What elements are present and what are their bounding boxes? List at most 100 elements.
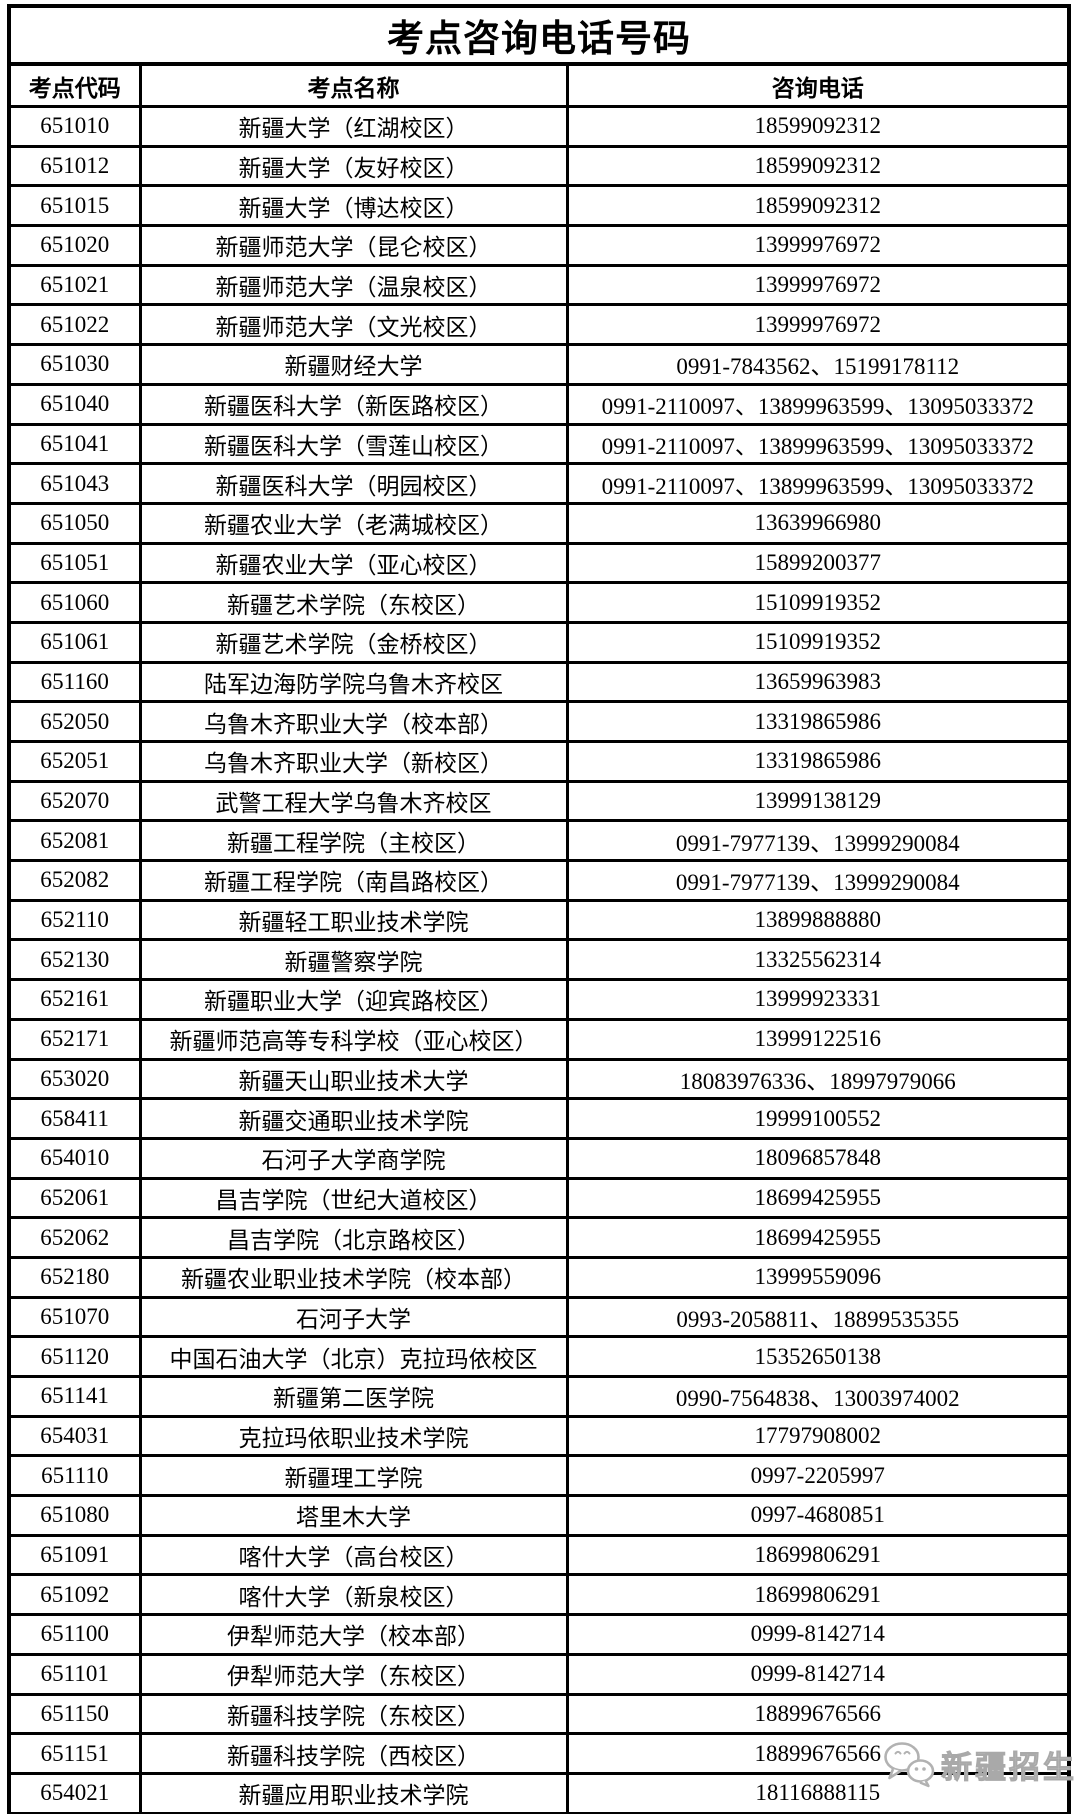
site-name-cell: 中国石油大学（北京）克拉玛依校区 [138,1335,569,1378]
site-name-cell: 新疆警察学院 [138,938,569,982]
phone-cell: 0999-8142714 [565,1613,1071,1656]
site-code-cell: 653020 [7,1057,142,1101]
table-row: 652130 新疆警察学院 13325562314 [7,938,1071,982]
phone-cell: 0991-2110097、13899963599、13095033372 [565,462,1071,505]
site-code-cell: 654010 [7,1136,142,1180]
site-code-cell: 651120 [7,1335,142,1378]
phone-cell: 0991-7977139、13999290084 [565,859,1071,902]
col-header-site-code: 考点代码 [7,62,142,108]
site-code-cell: 651070 [7,1295,142,1339]
site-code-cell: 651043 [7,462,142,505]
site-code-cell: 651015 [7,184,142,228]
phone-cell: 0991-7843562、15199178112 [565,343,1071,386]
phone-cell: 18699425955 [565,1216,1071,1259]
table-row: 652051 乌鲁木齐职业大学（新校区） 13319865986 [7,740,1071,783]
phone-cell: 0997-2205997 [565,1454,1071,1498]
phone-cell: 15899200377 [565,541,1071,585]
site-name-cell: 新疆农业大学（亚心校区） [138,541,569,585]
phone-cell: 13999138129 [565,779,1071,823]
phone-cell: 13999976972 [565,263,1071,307]
site-code-cell: 651022 [7,303,142,347]
site-code-cell: 652110 [7,898,142,942]
table-row: 651060 新疆艺术学院（东校区） 15109919352 [7,581,1071,624]
phone-cell: 15352650138 [565,1335,1071,1378]
site-name-cell: 喀什大学（新泉校区） [138,1573,569,1617]
phone-cell: 0990-7564838、13003974002 [565,1375,1071,1418]
site-code-cell: 651012 [7,144,142,188]
phone-cell: 13325562314 [565,938,1071,982]
phone-cell: 18096857848 [565,1136,1071,1180]
table-row: 651141 新疆第二医学院 0990-7564838、13003974002 [7,1375,1071,1418]
table-row: 651101 伊犁师范大学（东校区） 0999-8142714 [7,1652,1071,1696]
table-row: 651091 喀什大学（高台校区） 18699806291 [7,1533,1071,1577]
table-row: 654031 克拉玛依职业技术学院 17797908002 [7,1414,1071,1458]
phone-cell: 18699806291 [565,1533,1071,1577]
phone-cell: 15109919352 [565,620,1071,664]
site-code-cell: 652171 [7,1017,142,1061]
phone-cell: 13999559096 [565,1255,1071,1299]
site-name-cell: 新疆艺术学院（东校区） [138,581,569,624]
site-name-cell: 新疆农业大学（老满城校区） [138,501,569,545]
table-row: 651010 新疆大学（红湖校区） 18599092312 [7,105,1071,148]
site-code-cell: 658411 [7,1097,142,1140]
table-row: 652070 武警工程大学乌鲁木齐校区 13999138129 [7,779,1071,823]
site-name-cell: 克拉玛依职业技术学院 [138,1414,569,1458]
table-row: 651051 新疆农业大学（亚心校区） 15899200377 [7,541,1071,585]
table-row: 654010 石河子大学商学院 18096857848 [7,1136,1071,1180]
table-row: 652081 新疆工程学院（主校区） 0991-7977139、1399929008… [7,819,1071,863]
site-code-cell: 652050 [7,700,142,743]
phone-cell: 0991-7977139、13999290084 [565,819,1071,863]
site-name-cell: 昌吉学院（北京路校区） [138,1216,569,1259]
site-code-cell: 651051 [7,541,142,585]
phone-cell: 13659963983 [565,660,1071,704]
table-row: 652082 新疆工程学院（南昌路校区） 0991-7977139、13999290… [7,859,1071,902]
site-code-cell: 651150 [7,1692,142,1736]
site-name-cell: 新疆工程学院（南昌路校区） [138,859,569,902]
table-row: 651021 新疆师范大学（温泉校区） 13999976972 [7,263,1071,307]
table-row: 651160 陆军边海防学院乌鲁木齐校区 13659963983 [7,660,1071,704]
site-code-cell: 651151 [7,1732,142,1775]
site-name-cell: 新疆轻工职业技术学院 [138,898,569,942]
phone-cell: 13639966980 [565,501,1071,545]
site-code-cell: 654021 [7,1771,142,1814]
site-name-cell: 新疆医科大学（明园校区） [138,462,569,505]
col-header-site-name: 考点名称 [138,62,569,108]
site-name-cell: 新疆大学（红湖校区） [138,105,569,148]
table-row: 651022 新疆师范大学（文光校区） 13999976972 [7,303,1071,347]
site-name-cell: 新疆理工学院 [138,1454,569,1498]
site-code-cell: 651091 [7,1533,142,1577]
site-name-cell: 昌吉学院（世纪大道校区） [138,1176,569,1220]
table-row: 653020 新疆天山职业技术大学 18083976336、18997979066 [7,1057,1071,1101]
site-code-cell: 651041 [7,422,142,466]
site-name-cell: 喀什大学（高台校区） [138,1533,569,1577]
site-name-cell: 石河子大学 [138,1295,569,1339]
table-row: 652062 昌吉学院（北京路校区） 18699425955 [7,1216,1071,1259]
site-code-cell: 654031 [7,1414,142,1458]
site-name-cell: 新疆农业职业技术学院（校本部） [138,1255,569,1299]
site-code-cell: 651021 [7,263,142,307]
phone-cell: 0999-8142714 [565,1652,1071,1696]
site-name-cell: 新疆科技学院（东校区） [138,1692,569,1736]
phone-cell: 13319865986 [565,700,1071,743]
phone-cell: 0997-4680851 [565,1494,1071,1537]
site-name-cell: 新疆天山职业技术大学 [138,1057,569,1101]
site-name-cell: 陆军边海防学院乌鲁木齐校区 [138,660,569,704]
table-row: 651043 新疆医科大学（明园校区） 0991-2110097、138999635… [7,462,1071,505]
table-row: 654021 新疆应用职业技术学院 18116888115 [7,1771,1071,1814]
site-name-cell: 塔里木大学 [138,1494,569,1537]
site-code-cell: 651160 [7,660,142,704]
table-row: 651020 新疆师范大学（昆仑校区） 13999976972 [7,224,1071,267]
table-row: 652161 新疆职业大学（迎宾路校区） 13999923331 [7,978,1071,1021]
table-header-row: 考点代码 考点名称 咨询电话 [7,62,1071,108]
site-name-cell: 新疆交通职业技术学院 [138,1097,569,1140]
site-name-cell: 新疆职业大学（迎宾路校区） [138,978,569,1021]
site-name-cell: 新疆大学（友好校区） [138,144,569,188]
site-code-cell: 651050 [7,501,142,545]
site-name-cell: 新疆师范大学（温泉校区） [138,263,569,307]
site-name-cell: 新疆工程学院（主校区） [138,819,569,863]
phone-cell: 13999122516 [565,1017,1071,1061]
phone-cell: 13999976972 [565,303,1071,347]
site-code-cell: 652081 [7,819,142,863]
col-header-phone: 咨询电话 [565,62,1071,108]
